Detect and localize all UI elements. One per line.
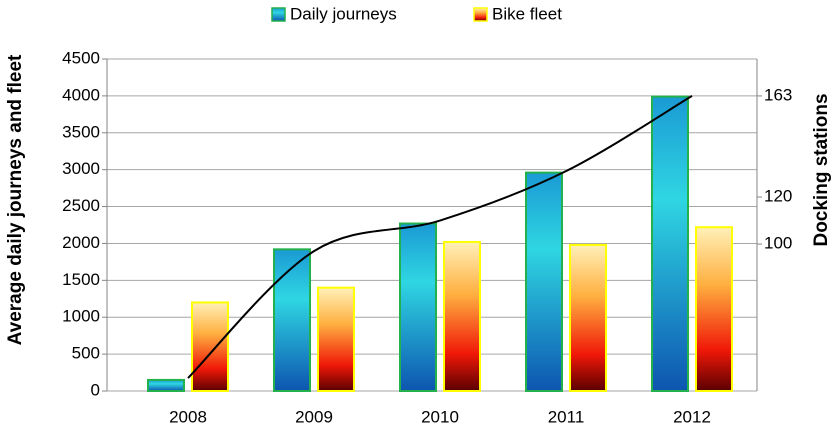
bar [569,243,607,392]
y2-tick-label: 163 [764,85,792,104]
y-tick-label: 0 [91,380,100,399]
bar [651,95,689,392]
line [187,95,693,379]
x-tick-label: 2011 [548,407,585,426]
bar [317,286,355,393]
y-tick-label: 500 [72,344,100,363]
legend-swatch [473,7,488,22]
y-tick-label: 3500 [62,122,100,141]
x-tick-label: 2008 [169,407,207,426]
y-tick-label: 2500 [62,196,100,215]
y-tick-label: 1500 [62,270,100,289]
bar [273,248,311,392]
x-tick-label: 2010 [421,407,459,426]
y2-axis-title: Docking stations [811,93,832,246]
y-tick-label: 2000 [62,233,100,252]
bar [191,301,229,393]
bar [399,222,437,392]
bar [443,240,481,392]
y2-tick-label: 100 [764,234,792,253]
y-tick-label: 4500 [62,48,100,67]
y-tick-label: 4000 [62,85,100,104]
y-tick-label: 1000 [62,307,100,326]
bar [695,226,733,392]
bar [147,378,185,392]
bar [525,171,563,392]
x-tick-label: 2009 [295,407,333,426]
legend-swatch [271,7,286,22]
y-axis-title: Average daily journeys and fleet [5,54,26,345]
y2-tick-label: 120 [764,187,792,206]
legend-label: Daily journeys [290,4,397,23]
x-tick-label: 2012 [673,407,711,426]
y-tick-label: 3000 [62,159,100,178]
legend-label: Bike fleet [492,4,562,23]
